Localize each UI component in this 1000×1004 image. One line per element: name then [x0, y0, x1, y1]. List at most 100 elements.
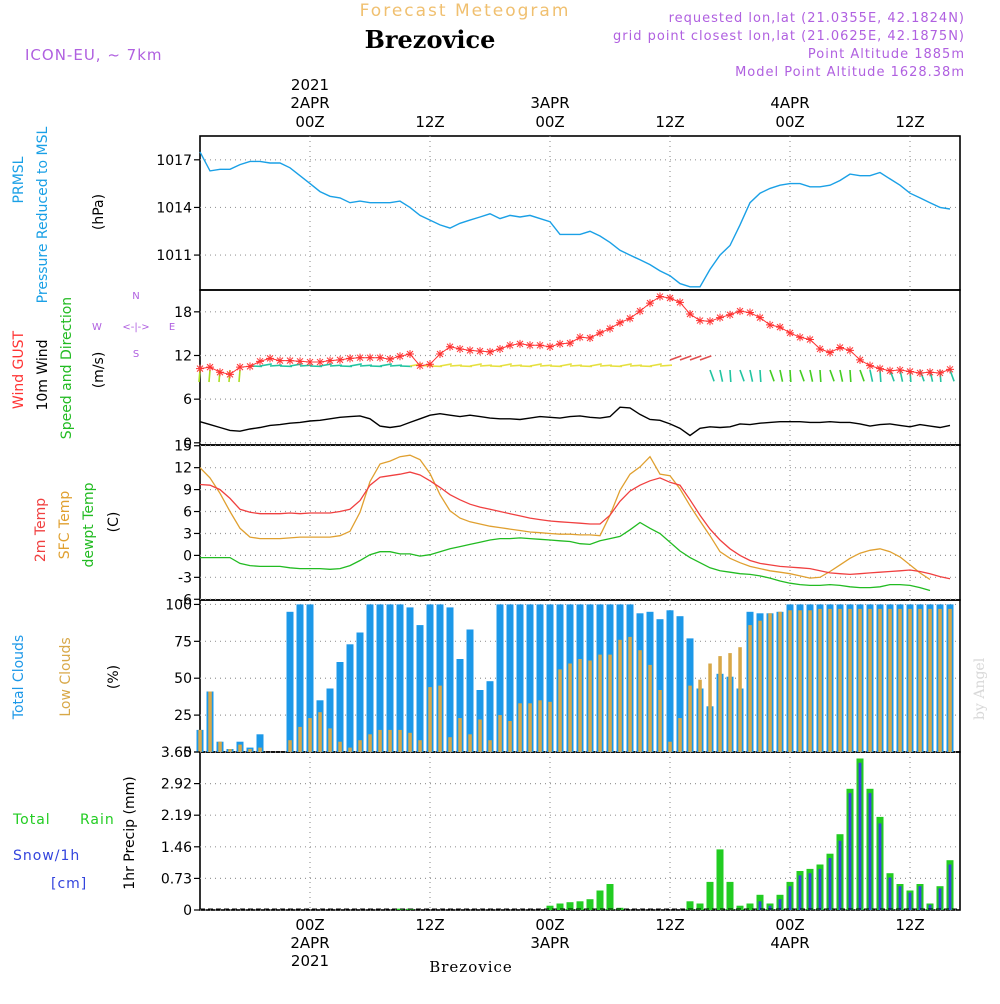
rain-bar: [607, 884, 614, 910]
total-cloud-bar: [287, 612, 294, 752]
temp-unit: (C): [106, 512, 122, 533]
gust-point: [336, 356, 344, 364]
wind-tick-label: 18: [174, 305, 192, 321]
rain-bar: [707, 882, 714, 910]
low-cloud-bar: [328, 728, 332, 752]
low-cloud-bar: [448, 737, 452, 752]
wind-label-10m: 10m Wind: [35, 339, 51, 410]
gust-point: [696, 317, 704, 325]
low-cloud-bar: [638, 650, 642, 752]
gust-point: [756, 314, 764, 322]
low-cloud-bar: [718, 656, 722, 752]
gust-point: [266, 354, 274, 362]
gust-point: [896, 366, 904, 374]
pressure-label-msl: Pressure Reduced to MSL: [35, 126, 51, 303]
gust-point: [746, 309, 754, 317]
gust-point: [516, 340, 524, 348]
wind-arrow-icon: [800, 370, 804, 381]
low-cloud-bar: [198, 730, 202, 752]
low-cloud-bar: [538, 700, 542, 752]
pressure-tick-label: 1017: [156, 153, 192, 169]
wind-arrow-icon: [860, 370, 864, 381]
temp-label-dewpt: dewpt Temp: [81, 482, 97, 567]
temp-tick-label: 3: [183, 526, 192, 542]
gust-point: [246, 362, 254, 370]
pressure-label-prmsl: PRMSL: [11, 156, 27, 203]
wind-unit: (m/s): [91, 352, 107, 389]
total-cloud-bar: [377, 604, 384, 752]
precip-label-total: Total: [12, 812, 51, 828]
precip-label-rain: Rain: [80, 812, 115, 828]
pressure-frame: [200, 136, 960, 290]
wind-arrow-icon: [700, 356, 711, 360]
total-cloud-bar: [447, 607, 454, 752]
low-cloud-bar: [418, 740, 422, 752]
top-tick-label: 12Z: [895, 113, 924, 131]
low-cloud-bar: [658, 690, 662, 752]
precip-tick-label: 1.46: [161, 840, 192, 856]
precip-labels: Total Rain Snow/1h [cm] 1hr Precip (mm): [12, 776, 138, 892]
gust-point: [196, 365, 204, 373]
wind-arrow-icon: [209, 370, 210, 382]
snow-bar: [899, 886, 902, 910]
precip-label-cm: [cm]: [51, 876, 87, 892]
precip-tick-label: 2.19: [161, 808, 192, 824]
low-cloud-bar: [858, 609, 862, 752]
low-cloud-bar: [688, 686, 692, 752]
gust-point: [796, 333, 804, 341]
total-cloud-bar: [397, 604, 404, 752]
wind-arrow-icon: [730, 370, 731, 382]
model-altitude: Model Point Altitude 1628.38m: [735, 65, 965, 80]
low-cloud-bar: [668, 742, 672, 752]
gust-point: [356, 354, 364, 362]
wind-arrow-icon: [850, 370, 851, 382]
low-cloud-bar: [728, 653, 732, 752]
gust-point: [366, 354, 374, 362]
low-cloud-bar: [808, 610, 812, 752]
point-altitude: Point Altitude 1885m: [808, 47, 965, 62]
wind-arrow-icon: [870, 370, 873, 382]
snow-bar: [849, 793, 852, 910]
gust-point: [946, 365, 954, 373]
gust-point: [346, 354, 354, 362]
low-cloud-bar: [378, 730, 382, 752]
low-cloud-bar: [938, 609, 942, 752]
gust-point: [786, 329, 794, 337]
top-day-label: 2APR: [290, 94, 329, 112]
top-day-label: 4APR: [770, 94, 809, 112]
total-cloud-bar: [347, 644, 354, 752]
low-cloud-bar: [748, 625, 752, 752]
low-cloud-bar: [518, 703, 522, 752]
top-tick-label: 12Z: [655, 113, 684, 131]
low-cloud-bar: [578, 659, 582, 752]
low-cloud-bar: [338, 742, 342, 752]
bottom-tick-label: 00Z: [535, 916, 564, 934]
bottom-tick-label: 00Z: [775, 916, 804, 934]
low-cloud-bar: [288, 740, 292, 752]
wind-arrow-icon: [720, 370, 723, 382]
low-cloud-bar: [628, 637, 632, 752]
gust-point: [876, 365, 884, 373]
low-cloud-bar: [738, 647, 742, 752]
wind-arrow-icon: [760, 370, 761, 382]
gust-point: [396, 352, 404, 360]
low-cloud-bar: [258, 748, 262, 752]
top-tick-label: 12Z: [415, 113, 444, 131]
gust-point: [306, 358, 314, 366]
total-cloud-bar: [467, 630, 474, 753]
gust-point: [706, 317, 714, 325]
gust-point: [446, 343, 454, 351]
gridpoint-coords: grid point closest lon,lat (21.0625E, 42…: [613, 29, 965, 44]
gust-point: [656, 293, 664, 301]
gust-point: [726, 311, 734, 319]
snow-bar: [879, 823, 882, 910]
gust-point: [906, 368, 914, 376]
low-cloud-bar: [568, 664, 572, 753]
gust-point: [496, 345, 504, 353]
low-cloud-bar: [828, 609, 832, 752]
rain-bar: [727, 882, 734, 910]
panels: 10171014101118126015129630-3-61007550250…: [156, 136, 960, 919]
bottom-day-label: 2APR: [290, 934, 329, 952]
bottom-tick-label: 00Z: [295, 916, 324, 934]
gust-point: [716, 314, 724, 322]
